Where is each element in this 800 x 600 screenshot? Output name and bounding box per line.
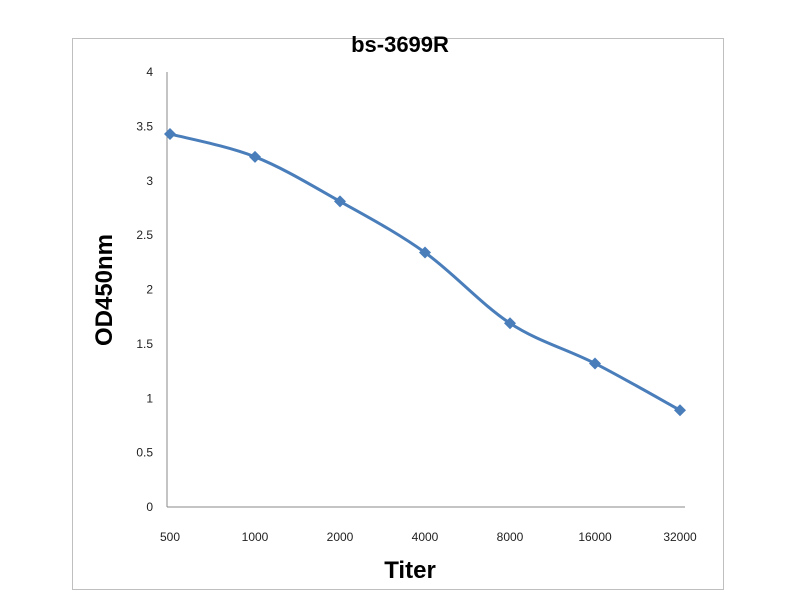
y-tick-label: 2.5: [136, 228, 153, 242]
y-tick-label: 1.5: [136, 337, 153, 351]
y-tick-label: 3.5: [136, 119, 153, 133]
y-tick-label: 2: [146, 283, 153, 297]
x-axis-label: Titer: [384, 557, 436, 584]
chart-title: bs-3699R: [351, 32, 449, 57]
y-tick-label: 1: [146, 391, 153, 405]
x-tick-label: 2000: [327, 530, 354, 544]
x-tick-label: 32000: [663, 530, 697, 544]
y-tick-label: 0: [146, 500, 153, 514]
data-point-marker: [249, 150, 261, 163]
x-tick-label: 8000: [497, 530, 524, 544]
y-tick-label: 3: [146, 174, 153, 188]
x-tick-label: 16000: [578, 530, 612, 544]
chart-frame: [72, 38, 724, 590]
data-point-marker: [674, 404, 686, 417]
y-tick-label: 0.5: [136, 446, 153, 460]
x-tick-label: 4000: [412, 530, 439, 544]
series-line: [169, 132, 681, 412]
x-tick-label: 500: [160, 530, 180, 544]
data-point-marker: [334, 195, 346, 208]
y-axis-label: OD450nm: [91, 234, 118, 346]
data-point-marker: [504, 317, 516, 330]
y-tick-label: 4: [146, 65, 153, 79]
x-tick-label: 1000: [242, 530, 269, 544]
data-point-marker: [164, 127, 176, 140]
data-point-marker: [589, 357, 601, 370]
data-point-marker: [419, 246, 431, 259]
